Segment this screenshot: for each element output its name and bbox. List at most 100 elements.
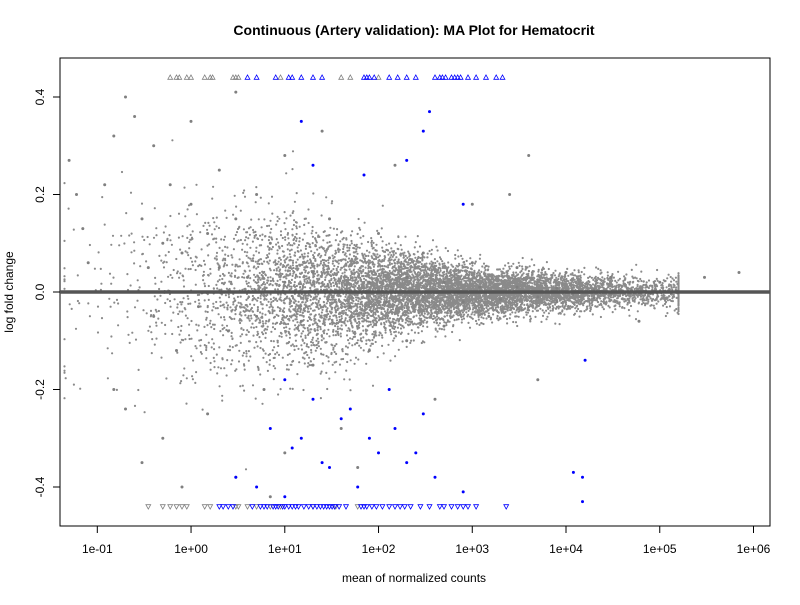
- clipped-point-up: [309, 74, 317, 80]
- data-point: [508, 193, 512, 196]
- data-point: [133, 115, 137, 118]
- data-point: [384, 300, 388, 304]
- data-point: [67, 158, 71, 162]
- clipped-point-up: [482, 74, 490, 80]
- data-point: [421, 129, 425, 133]
- data-point: [387, 388, 391, 391]
- data-point: [737, 271, 741, 274]
- data-point: [571, 470, 575, 474]
- clipped-point-up: [244, 74, 251, 80]
- clipped-point-up: [277, 74, 284, 80]
- data-point: [255, 193, 259, 196]
- clipped-point-down: [145, 504, 152, 510]
- clipped-point-down: [448, 504, 455, 510]
- clipped-point-down: [220, 504, 227, 510]
- clipped-point-up: [209, 74, 216, 80]
- data-point: [140, 217, 144, 221]
- clipped-point-up: [493, 74, 500, 80]
- clipped-point-up: [187, 74, 195, 80]
- data-point: [283, 451, 287, 455]
- clipped-point-down: [244, 504, 251, 510]
- data-point: [283, 378, 287, 382]
- clipped-point-down: [342, 504, 350, 510]
- clipped-point-down: [373, 504, 380, 510]
- data-point: [442, 280, 446, 284]
- data-point: [348, 305, 352, 309]
- data-point: [499, 297, 502, 301]
- clipped-point-down: [386, 504, 393, 510]
- clipped-point-down: [357, 504, 365, 510]
- y-tick-label: -0.4: [33, 476, 47, 497]
- clipped-point-down: [229, 504, 237, 510]
- x-tick-label: 1e+03: [455, 542, 489, 556]
- data-point: [583, 358, 587, 362]
- clipped-point-up: [167, 74, 174, 80]
- clipped-point-up: [473, 74, 480, 80]
- data-point: [356, 466, 360, 469]
- data-point: [152, 314, 156, 318]
- clipped-point-down: [401, 504, 408, 510]
- data-point: [362, 173, 366, 177]
- data-point: [197, 305, 200, 309]
- data-point: [290, 446, 294, 450]
- data-point: [421, 251, 425, 255]
- data-point: [246, 275, 249, 279]
- data-point: [428, 110, 431, 114]
- data-point: [299, 319, 303, 323]
- data-point: [421, 295, 425, 299]
- data-point: [299, 119, 303, 123]
- data-point: [405, 158, 409, 162]
- clipped-point-down: [257, 504, 264, 510]
- data-point: [461, 490, 465, 494]
- data-point: [268, 427, 272, 430]
- clipped-point-down: [368, 504, 375, 510]
- x-tick-label: 1e+01: [268, 542, 302, 556]
- y-axis-label: log fold change: [2, 251, 16, 333]
- clipped-point-down: [260, 504, 268, 510]
- clipped-point-up: [371, 74, 378, 80]
- data-point: [217, 266, 221, 270]
- data-point: [442, 324, 446, 328]
- clipped-point-up: [253, 74, 260, 80]
- clipped-point-down: [159, 504, 166, 510]
- data-point: [433, 475, 437, 479]
- clipped-point-down: [285, 504, 292, 510]
- data-point: [470, 261, 474, 265]
- x-tick-label: 1e+04: [549, 542, 583, 556]
- data-point: [515, 266, 519, 270]
- data-point: [536, 295, 540, 299]
- clipped-point-down: [275, 504, 282, 510]
- data-point: [320, 129, 324, 133]
- y-tick-label: 0.2: [33, 186, 47, 203]
- data-point: [283, 280, 287, 284]
- clipped-point-up: [285, 74, 292, 80]
- clipped-point-down: [503, 504, 510, 510]
- data-point: [283, 154, 287, 157]
- clipped-point-up: [457, 74, 464, 80]
- data-point: [393, 163, 397, 167]
- clipped-point-down: [320, 504, 327, 510]
- clipped-point-up: [338, 74, 345, 80]
- clipped-point-down: [264, 504, 271, 510]
- clipped-point-down: [178, 504, 186, 510]
- data-point: [421, 412, 425, 416]
- clipped-point-down: [183, 504, 190, 510]
- data-point: [470, 202, 474, 206]
- data-point: [206, 412, 210, 416]
- clipped-point-up: [235, 74, 242, 80]
- clipped-point-down: [292, 504, 299, 510]
- clipped-point-down: [391, 504, 399, 510]
- data-point: [393, 427, 397, 430]
- data-point: [405, 461, 409, 465]
- data-point: [234, 475, 238, 479]
- data-points: [67, 74, 741, 510]
- clipped-point-up: [454, 74, 461, 80]
- clipped-point-down: [460, 504, 467, 510]
- data-point: [367, 436, 371, 440]
- clipped-point-down: [216, 504, 223, 510]
- data-point: [311, 271, 315, 274]
- clipped-point-up: [176, 74, 183, 80]
- data-point: [515, 285, 519, 289]
